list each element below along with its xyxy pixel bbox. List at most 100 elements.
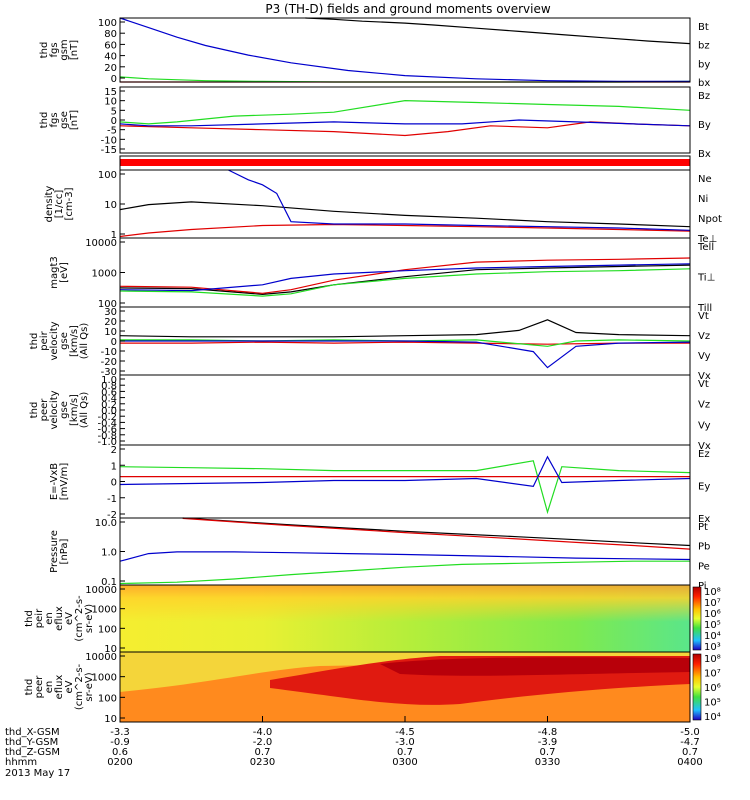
- panel-flag: [119, 155, 691, 171]
- series-Ey: [119, 460, 691, 515]
- y-tick-label: -20: [101, 357, 117, 368]
- y-tick-label: -0.4: [97, 418, 117, 429]
- y-axis-label: (cm^2-s-: [74, 595, 85, 642]
- x-tick-label: -3.0: [395, 737, 415, 748]
- panel-temperature: 10000 1000 100 magt3 [eV] Tell Ti⊥ Till: [49, 237, 715, 314]
- y-tick-label: 100: [98, 299, 117, 310]
- legend-entry: Vx: [698, 371, 711, 382]
- y-tick-label: 20: [104, 63, 117, 74]
- y-axis-label: sr-eV): [84, 672, 95, 701]
- series-Pi: [119, 551, 691, 562]
- y-tick-label: 1.0: [101, 375, 117, 386]
- x-tick-label: 0330: [535, 757, 560, 768]
- y-axis-label: sr-eV): [84, 604, 95, 633]
- panel-pressure: 10.0 1.0 0.1 Pressure [nPa] Pt Pb Pe Pi: [49, 517, 710, 592]
- y-axis-label: peir: [34, 608, 45, 628]
- y-tick-label: 10: [104, 200, 117, 211]
- legend-entry: Pb: [698, 542, 710, 553]
- panel-peir-eflux: 10000 1000 100 10 thd peir en eflux eV (cm^2-s-sr…: [24, 584, 721, 655]
- x-tick-label: -2.0: [253, 737, 273, 748]
- legend-entry: Pi: [698, 581, 707, 592]
- series-Npot: [228, 169, 691, 231]
- y-tick-label: 10000: [85, 585, 117, 596]
- legend-entry: Vt: [698, 311, 709, 322]
- series-Pe: [119, 560, 690, 585]
- y-tick-label: -5: [107, 126, 117, 137]
- legend-entry: Ni: [698, 194, 708, 205]
- x-tick-label: -3.3: [110, 727, 130, 738]
- y-tick-label: 100: [98, 170, 117, 181]
- y-axis-label: thd: [24, 610, 35, 627]
- legend-entry: Vy: [698, 351, 711, 362]
- series-Vz: [120, 341, 690, 345]
- legend-entry: Pt: [698, 522, 708, 533]
- series-Pb: [182, 517, 691, 550]
- y-tick-label: -15: [101, 145, 117, 156]
- legend-entry: Te⊥: [697, 234, 717, 245]
- x-tick-label: 0.7: [540, 747, 556, 758]
- y-axis-label: peer: [34, 675, 45, 699]
- y-axis-label: [nPa]: [59, 538, 70, 564]
- y-axis-label: fgs: [49, 42, 60, 57]
- y-tick-label: 0: [111, 116, 117, 127]
- x-tick-label: 0230: [250, 757, 275, 768]
- x-axis-labels: thd_X-GSM -3.3 -4.0 -4.5 -4.8 -5.0 thd_Y-GSM -0…: [5, 716, 703, 768]
- legend-entry: Bt: [698, 22, 709, 33]
- y-tick-label: 30: [104, 307, 117, 318]
- y-axis-label: (All Qs): [79, 392, 90, 429]
- y-axis-label: peir: [39, 330, 50, 350]
- y-axis-label: [eV]: [59, 262, 70, 283]
- y-tick-label: 0.8: [101, 381, 117, 392]
- colorbar-label: 10⁸: [704, 587, 721, 598]
- legend-entry: Bx: [698, 149, 711, 160]
- y-axis-label: en: [44, 681, 55, 694]
- colorbar: [692, 653, 702, 721]
- y-tick-label: 1: [111, 230, 117, 241]
- y-axis-label: [km/s]: [69, 325, 80, 357]
- x-tick-label: 0.6: [112, 747, 128, 758]
- colorbar-label: 10³: [704, 642, 721, 653]
- y-tick-label: 10: [104, 644, 117, 655]
- panel-frame: [119, 17, 691, 83]
- y-axis-label: thd: [24, 679, 35, 696]
- y-tick-label: 1000: [92, 269, 117, 280]
- y-tick-label: 2: [111, 445, 117, 456]
- legend-entry: Till: [697, 303, 712, 314]
- y-axis-label: eflux: [54, 606, 65, 631]
- y-axis-label: [cm-3]: [64, 187, 75, 220]
- x-tick-label: -4.0: [253, 727, 273, 738]
- colorbar-label: 10⁷: [704, 598, 721, 609]
- y-axis-label: [nT]: [69, 110, 80, 130]
- y-tick-label: 1.0: [101, 548, 117, 559]
- x-tick-label: 0.7: [255, 747, 271, 758]
- y-axis-label: [km/s]: [69, 394, 80, 426]
- colorbar: [692, 586, 702, 651]
- series-Vx: [120, 340, 691, 369]
- y-tick-label: 10.0: [95, 518, 117, 529]
- x-row-label: hhmm: [5, 757, 37, 768]
- y-axis-label: eV: [64, 612, 75, 625]
- y-tick-label: 0.1: [101, 577, 117, 588]
- panel-frame: [119, 374, 691, 446]
- legend-entry: Bz: [698, 91, 710, 102]
- colorbar-label: 10⁴: [704, 631, 721, 642]
- panel-peer-eflux: 10000 1000 100 10 thd peer en eflux eV (cm^2-s-sr…: [24, 651, 721, 725]
- y-axis-label: Pressure: [49, 530, 60, 573]
- x-row-label: thd_Y-GSM: [5, 737, 58, 748]
- y-axis-label: fgs: [49, 112, 60, 127]
- x-tick-label: 0400: [677, 757, 702, 768]
- y-tick-label: 100: [98, 624, 117, 635]
- y-axis-label: (cm^2-s-: [74, 663, 85, 710]
- series-Ne: [119, 223, 691, 238]
- y-axis-label: eflux: [54, 675, 65, 700]
- y-axis-label: [nT]: [69, 40, 80, 60]
- colorbar-label: 10⁸: [704, 654, 721, 665]
- x-tick-label: -3.9: [538, 737, 558, 748]
- flag-bar: [120, 159, 690, 166]
- y-tick-label: 80: [104, 29, 117, 40]
- series-Pt: [182, 517, 691, 547]
- y-tick-label: 40: [104, 52, 117, 63]
- legend-entry: Ne: [698, 174, 712, 185]
